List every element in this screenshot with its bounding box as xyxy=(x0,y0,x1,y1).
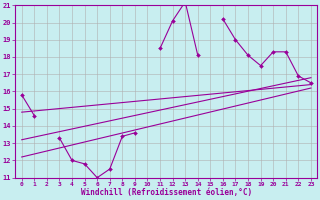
X-axis label: Windchill (Refroidissement éolien,°C): Windchill (Refroidissement éolien,°C) xyxy=(81,188,252,197)
